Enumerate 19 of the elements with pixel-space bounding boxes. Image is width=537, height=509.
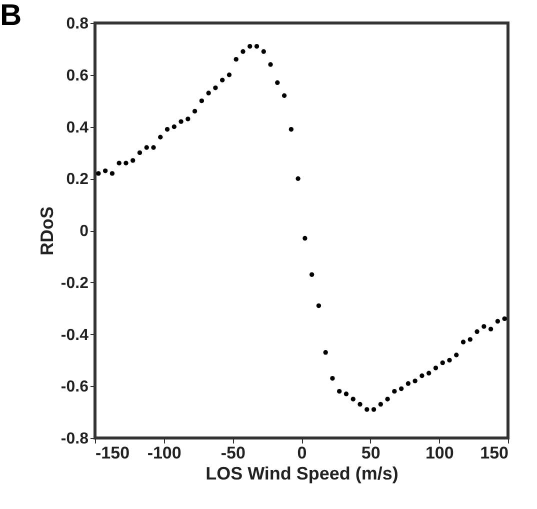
x-tick-label: 50 (361, 444, 380, 462)
x-tick-label: 150 (480, 444, 508, 462)
y-tick-label: 0.6 (66, 67, 89, 84)
x-tick-label: -100 (147, 444, 182, 462)
y-tick-label: 0.8 (66, 16, 89, 32)
y-tick-label: 0 (80, 223, 89, 240)
y-tick-label: 0.2 (66, 171, 89, 188)
x-tick-label: -150 (96, 444, 130, 462)
y-tick-label: 0.4 (66, 119, 89, 136)
y-tick-label: -0.2 (60, 274, 89, 292)
y-tick-label: -0.8 (60, 430, 89, 448)
x-tick-label: -50 (220, 444, 246, 462)
text: B (0, 0, 22, 32)
x-tick-label: 0 (297, 444, 307, 462)
x-tick-label: 100 (425, 444, 454, 462)
y-axis-title: RDoS (36, 206, 57, 256)
y-tick-label: -0.6 (60, 378, 89, 396)
x-axis-title: LOS Wind Speed (m/s) (206, 464, 398, 484)
y-tick-label: -0.4 (60, 326, 89, 344)
